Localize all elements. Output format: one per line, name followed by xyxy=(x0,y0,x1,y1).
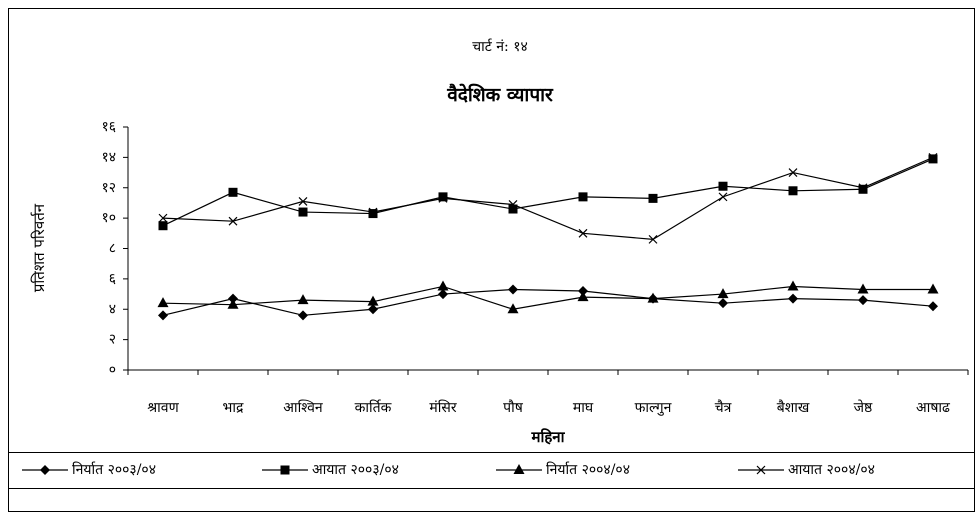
marker xyxy=(718,181,728,191)
marker xyxy=(508,284,518,295)
marker xyxy=(158,221,168,231)
legend-marker xyxy=(40,465,50,475)
legend-label: निर्यात २००४/०४ xyxy=(546,461,630,478)
x-tick-label: माघ xyxy=(573,400,594,416)
y-tick-label: १० xyxy=(101,210,116,226)
marker xyxy=(298,207,308,217)
marker xyxy=(437,280,449,291)
marker xyxy=(787,280,799,291)
marker xyxy=(158,213,168,223)
marker xyxy=(858,183,868,193)
legend-marker xyxy=(756,465,766,475)
y-tick-label: ८ xyxy=(109,241,116,257)
y-tick-label: ६ xyxy=(109,271,116,287)
y-tick-label: १४ xyxy=(101,149,116,165)
marker xyxy=(507,303,519,314)
chart-title: वैदेशिक व्यापार xyxy=(446,83,554,106)
marker xyxy=(298,310,308,321)
marker xyxy=(718,192,728,202)
chart-label: चार्ट नं: १४ xyxy=(472,38,528,55)
series-line xyxy=(162,156,934,241)
legend-marker xyxy=(280,465,290,475)
marker xyxy=(297,294,309,305)
marker xyxy=(157,297,169,308)
x-tick-label: चैत्र xyxy=(715,399,732,416)
y-tick-label: २ xyxy=(109,332,116,348)
series-line xyxy=(162,158,934,227)
marker xyxy=(788,293,798,304)
marker xyxy=(228,216,238,226)
marker xyxy=(438,193,448,203)
x-tick-label: भाद्र xyxy=(223,400,244,416)
marker xyxy=(368,207,378,217)
marker xyxy=(928,154,938,164)
marker xyxy=(578,286,588,297)
y-tick-label: १६ xyxy=(101,119,116,135)
series-line xyxy=(162,285,933,310)
legend-marker xyxy=(513,464,525,474)
y-tick-label: १२ xyxy=(101,180,116,196)
marker xyxy=(647,292,659,303)
marker xyxy=(298,196,308,206)
marker xyxy=(577,291,589,302)
chart-border xyxy=(8,8,975,512)
marker xyxy=(648,193,658,203)
marker xyxy=(508,204,518,214)
marker xyxy=(717,288,729,299)
legend-label: निर्यात २००३/०४ xyxy=(72,461,156,478)
series-line xyxy=(162,288,934,316)
marker xyxy=(928,152,938,162)
marker xyxy=(227,298,239,309)
marker xyxy=(438,289,448,300)
y-tick-label: ४ xyxy=(109,301,116,317)
legend-label: आयात २००३/०४ xyxy=(312,462,399,478)
marker xyxy=(648,234,658,244)
x-tick-label: बैशाख xyxy=(777,399,810,416)
x-tick-label: आश्विन xyxy=(283,399,323,416)
marker xyxy=(158,310,168,321)
legend-label: आयात २००४/०४ xyxy=(788,462,875,478)
x-axis-label: महिना xyxy=(530,428,565,446)
marker xyxy=(228,293,238,304)
y-tick-label: ० xyxy=(109,362,116,378)
marker xyxy=(928,301,938,312)
x-tick-label: श्रावण xyxy=(147,400,179,416)
marker xyxy=(858,295,868,306)
marker xyxy=(578,192,588,202)
x-tick-label: कार्तिक xyxy=(355,399,392,416)
marker xyxy=(858,184,868,194)
x-tick-label: पौष xyxy=(503,399,524,416)
marker xyxy=(367,295,379,306)
marker xyxy=(368,304,378,315)
marker xyxy=(228,187,238,197)
x-tick-label: आषाढ xyxy=(916,400,951,416)
marker xyxy=(857,283,869,294)
x-tick-label: मंसिर xyxy=(429,399,456,416)
marker xyxy=(508,200,518,209)
legend-box xyxy=(8,452,975,489)
marker xyxy=(788,168,798,177)
marker xyxy=(578,228,588,238)
marker xyxy=(438,192,448,202)
x-tick-label: फाल्गुन xyxy=(635,400,672,416)
marker xyxy=(788,186,798,196)
x-tick-label: जेष्ठ xyxy=(854,399,873,416)
y-axis-label: प्रतिशत परिवर्तन xyxy=(30,203,48,292)
marker xyxy=(718,298,728,309)
marker xyxy=(368,209,378,219)
marker xyxy=(927,283,939,294)
